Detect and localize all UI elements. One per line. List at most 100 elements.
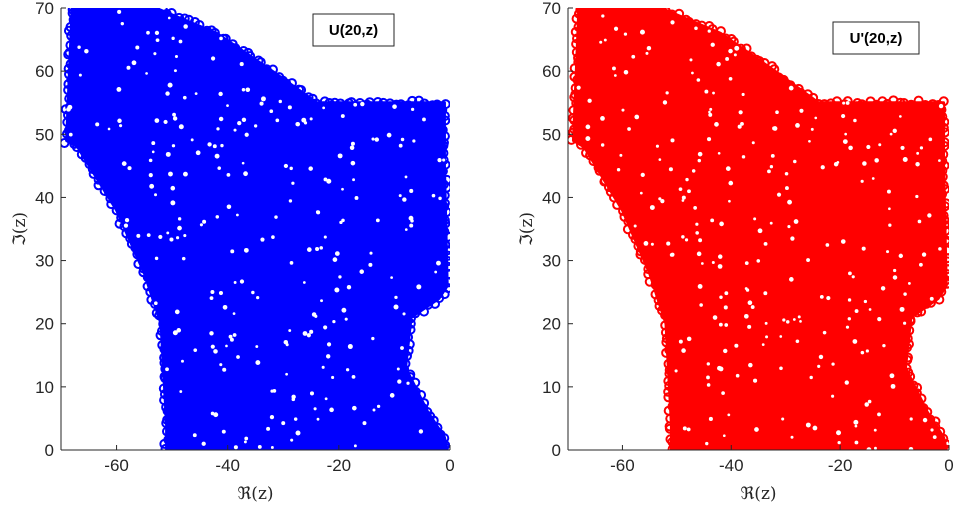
scatter-point (930, 444, 941, 450)
scatter-gap (219, 363, 223, 367)
scatter-point (413, 447, 423, 450)
scatter-gap (728, 180, 734, 186)
scatter-point (726, 34, 737, 45)
scatter-gap (674, 369, 678, 373)
x-tick-label: 0 (944, 456, 953, 475)
scatter-point (238, 46, 249, 57)
scatter-panel-1: -60 -40 -20 0 0 10 20 30 40 50 60 70 ℜ(z) ℑ(z) U(20,z) (10, 0, 455, 504)
scatter-gap (900, 145, 905, 150)
scatter-point (296, 444, 307, 450)
scatter-point (605, 186, 616, 197)
scatter-point (405, 318, 416, 329)
scatter-point (407, 95, 418, 106)
scatter-gap (409, 223, 414, 228)
scatter-gap (329, 407, 334, 413)
scatter-gap (634, 114, 640, 120)
scatter-gap (194, 92, 198, 96)
scatter-gap (665, 91, 669, 95)
scatter-gap (793, 219, 799, 224)
scatter-gap (218, 91, 223, 97)
scatter-gap (748, 362, 753, 368)
x-tick-label: -40 (215, 456, 240, 475)
scatter-point (419, 447, 429, 450)
scatter-gap (349, 145, 355, 151)
scatter-point (181, 445, 192, 450)
scatter-gap (932, 435, 937, 440)
scatter-gap (723, 305, 728, 310)
legend-box (312, 13, 395, 47)
scatter-gap (293, 417, 298, 421)
scatter-gap (369, 251, 373, 255)
scatter-gap (822, 330, 827, 335)
scatter-gap (177, 217, 182, 221)
scatter-point (938, 210, 949, 221)
scatter-gap (646, 45, 652, 51)
scatter-gap (241, 88, 246, 92)
scatter-point (209, 444, 220, 450)
scatter-gap (352, 178, 356, 182)
scatter-gap (116, 87, 122, 92)
scatter-point (199, 445, 210, 450)
scatter-gap (928, 137, 933, 142)
scatter-point (939, 219, 949, 230)
legend-label: U(20,z) (329, 22, 378, 39)
scatter-gap (886, 189, 891, 194)
scatter-gap (230, 249, 235, 254)
scatter-gap (154, 118, 160, 123)
scatter-point (66, 74, 77, 85)
scatter-gap (797, 315, 801, 319)
scatter-point (385, 98, 396, 109)
scatter-gap (393, 304, 399, 310)
scatter-gap (84, 49, 89, 54)
scatter-gap (878, 143, 882, 147)
scatter-gap (171, 36, 175, 41)
scatter-gap (689, 58, 693, 62)
scatter-gap (790, 435, 794, 439)
scatter-gap (239, 62, 244, 67)
scatter-point (664, 368, 675, 379)
scatter-gap (699, 303, 703, 307)
scatter-point (67, 8, 78, 19)
scatter-gap (169, 237, 174, 242)
scatter-gap (873, 428, 877, 432)
scatter-gap (820, 165, 825, 170)
scatter-gap (400, 137, 405, 142)
scatter-gap (233, 128, 237, 132)
scatter-point (697, 443, 708, 450)
scatter-point (657, 8, 668, 16)
scatter-gap (877, 412, 881, 417)
scatter-point (661, 333, 672, 344)
scatter-gap (915, 194, 919, 199)
scatter-gap (633, 224, 637, 228)
scatter-gap (717, 254, 723, 259)
scatter-point (248, 446, 258, 450)
scatter-point (423, 299, 434, 310)
scatter-gap (165, 367, 169, 372)
scatter-gap (826, 296, 831, 301)
scatter-gap (256, 295, 260, 300)
scatter-gap (165, 151, 171, 157)
scatter-gap (177, 225, 182, 231)
scatter-gap (765, 335, 769, 339)
scatter-point (940, 439, 949, 450)
scatter-point (118, 8, 128, 11)
scatter-gap (323, 177, 328, 182)
y-tick-label: 70 (542, 0, 561, 18)
scatter-gap (706, 362, 710, 366)
scatter-point (443, 277, 450, 288)
scatter-point (800, 442, 811, 450)
scatter-point (65, 40, 76, 51)
scatter-gap (202, 219, 207, 224)
scatter-point (813, 99, 824, 110)
scatter-gap (274, 215, 278, 219)
scatter-gap (613, 74, 617, 77)
scatter-point (942, 278, 949, 289)
scatter-gap (724, 323, 729, 327)
scatter-gap (239, 279, 245, 284)
scatter-gap (232, 333, 237, 337)
scatter-gap (714, 122, 719, 127)
scatter-point (272, 447, 281, 450)
scatter-gap (167, 82, 173, 88)
scatter-point (581, 140, 592, 151)
